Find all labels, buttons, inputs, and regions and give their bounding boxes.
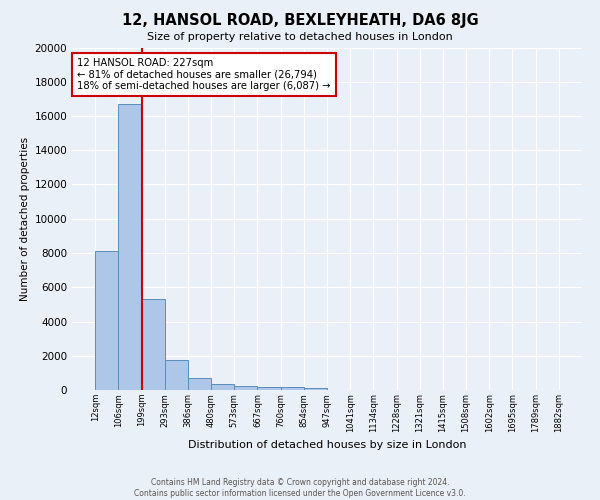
Bar <box>281 387 304 390</box>
Y-axis label: Number of detached properties: Number of detached properties <box>20 136 30 301</box>
Text: Contains HM Land Registry data © Crown copyright and database right 2024.
Contai: Contains HM Land Registry data © Crown c… <box>134 478 466 498</box>
Bar <box>188 378 211 390</box>
Bar <box>142 299 165 390</box>
X-axis label: Distribution of detached houses by size in London: Distribution of detached houses by size … <box>188 440 466 450</box>
Bar <box>257 386 281 390</box>
Text: Size of property relative to detached houses in London: Size of property relative to detached ho… <box>147 32 453 42</box>
Bar <box>304 388 327 390</box>
Bar <box>234 386 257 390</box>
Text: 12 HANSOL ROAD: 227sqm
← 81% of detached houses are smaller (26,794)
18% of semi: 12 HANSOL ROAD: 227sqm ← 81% of detached… <box>77 58 331 91</box>
Bar <box>211 384 234 390</box>
Bar <box>95 252 118 390</box>
Bar <box>118 104 142 390</box>
Text: 12, HANSOL ROAD, BEXLEYHEATH, DA6 8JG: 12, HANSOL ROAD, BEXLEYHEATH, DA6 8JG <box>122 12 478 28</box>
Bar <box>165 360 188 390</box>
